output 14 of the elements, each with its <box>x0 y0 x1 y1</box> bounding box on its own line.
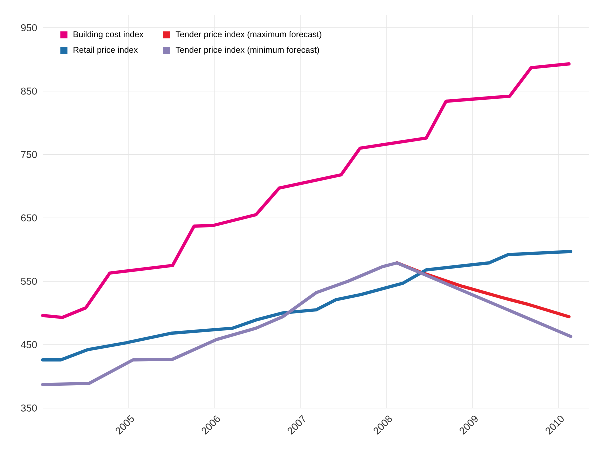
line-series <box>41 62 571 320</box>
y-tick-label: 650 <box>21 214 38 222</box>
line-series <box>41 262 573 386</box>
y-tick-label: 350 <box>21 404 38 412</box>
legend-label: Tender price index (maximum forecast) <box>176 31 322 40</box>
legend-label: Retail price index <box>74 46 138 55</box>
y-tick-label: 550 <box>21 278 38 286</box>
y-tick-label: 750 <box>21 151 38 158</box>
y-tick-label: 850 <box>21 88 38 95</box>
y-tick-label: 450 <box>21 341 38 348</box>
line-series <box>41 250 573 362</box>
y-tick-label: 950 <box>21 24 38 32</box>
legend-label: Tender price index (minimum forecast) <box>176 46 320 55</box>
legend-label: Building cost index <box>74 31 144 40</box>
